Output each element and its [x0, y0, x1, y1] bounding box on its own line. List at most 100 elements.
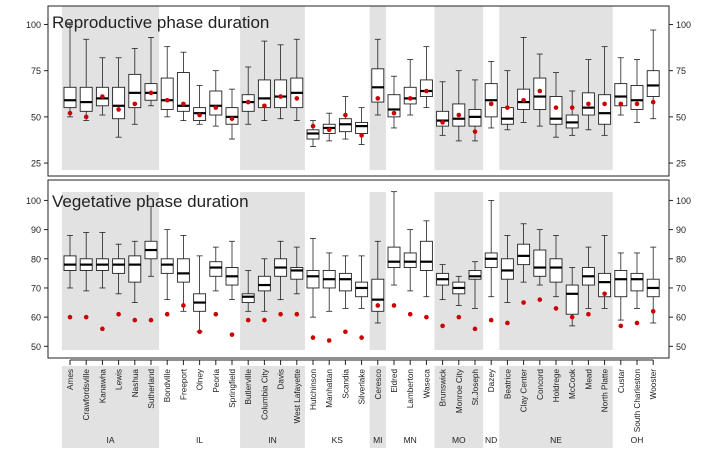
iqr-box [387, 246, 401, 268]
iqr-box [436, 110, 450, 127]
box-mead [581, 246, 595, 309]
site-label: North Platte [601, 369, 610, 413]
site-label: Dazey [487, 368, 496, 392]
observed-point [602, 291, 607, 297]
panel-title: Reproductive phase duration [52, 13, 269, 32]
site-label: St.Joseph [471, 369, 480, 406]
observed-point [650, 309, 656, 314]
box-west-lafayette [290, 38, 304, 121]
observed-point [310, 123, 316, 129]
observed-point [116, 107, 121, 112]
box-scandia [338, 255, 352, 309]
iqr-box [176, 258, 190, 283]
y-axis-ticks: 25 25 50 50 75 75 100 100 [26, 20, 691, 169]
site-label: Wooster [649, 369, 658, 400]
state-shading [61, 192, 613, 350]
observed-point [440, 323, 445, 329]
iqr-box [598, 272, 612, 298]
state-labels: IA IL IN KS MI MN MO ND NE OH [106, 435, 643, 445]
observed-point [359, 335, 364, 340]
y-tick-label-left: 50 [31, 112, 41, 122]
iqr-box [355, 121, 369, 134]
observed-point [488, 101, 494, 107]
box-lewis [112, 243, 126, 295]
observed-point [148, 90, 154, 96]
observed-point [618, 323, 624, 329]
observed-point [375, 303, 381, 308]
state-label: IL [196, 435, 203, 445]
box-columbia-city [257, 258, 271, 312]
observed-point [197, 112, 202, 118]
observed-point [294, 96, 300, 101]
site-label: Concord [536, 369, 545, 400]
y-tick-label-left: 25 [31, 159, 41, 169]
state-label: ND [485, 435, 497, 445]
site-label: Manhattan [325, 369, 334, 408]
iqr-box [517, 243, 531, 266]
iqr-box [209, 261, 223, 277]
box-wooster [646, 246, 660, 324]
observed-point [407, 311, 413, 317]
site-label: Clay Center [520, 369, 529, 413]
box-ames [63, 235, 77, 289]
observed-point [197, 329, 202, 335]
y-tick-label-right: 60 [676, 313, 686, 323]
observed-point [456, 112, 462, 118]
box-beatrice [500, 70, 514, 131]
y-tick-label-left: 80 [31, 254, 41, 264]
site-label: McCook [568, 368, 577, 399]
iqr-box [403, 252, 417, 268]
observed-point [100, 326, 105, 332]
y-axis-ticks: 50 50 60 60 70 70 80 80 90 90 100 100 [26, 196, 691, 352]
observed-point [391, 303, 397, 308]
site-label: Silverlake [358, 369, 367, 405]
observed-point [148, 317, 154, 323]
observed-point [83, 114, 89, 120]
observed-point [472, 129, 478, 134]
observed-point [602, 101, 607, 107]
state-band-mi [369, 366, 386, 448]
observed-point [132, 317, 138, 323]
box-bondville [160, 229, 174, 301]
y-tick-label-left: 75 [31, 66, 41, 76]
box-waseca [419, 220, 433, 298]
box-freeport [176, 235, 190, 312]
box-columbia-city [257, 40, 271, 121]
observed-point [553, 306, 559, 311]
box-custar [614, 252, 628, 321]
site-labels: Ames Crawfordsville Kanawha Lewis Nashua Suth… [66, 368, 658, 432]
y-tick-label-left: 60 [31, 313, 41, 323]
observed-point [472, 326, 478, 332]
iqr-box [274, 79, 288, 109]
box-wooster [646, 29, 660, 120]
observed-point [521, 97, 526, 103]
iqr-box [128, 73, 142, 109]
observed-point [100, 94, 105, 99]
box-scandia [338, 96, 352, 140]
box-series [63, 24, 660, 147]
state-label: MN [404, 435, 417, 445]
site-label: Ames [66, 369, 75, 390]
site-label: Beatrice [503, 369, 512, 399]
observed-point [586, 101, 591, 107]
observed-point [229, 116, 235, 122]
box-lamberton [403, 59, 417, 116]
box-clay-center [517, 37, 531, 123]
plot-frame [47, 5, 670, 177]
observed-point [181, 101, 186, 107]
site-label: Ceresco [374, 369, 383, 400]
iqr-box [112, 86, 126, 120]
box-north-platte [598, 46, 612, 136]
site-label: West Lafayette [293, 369, 302, 424]
box-silverlake [355, 255, 369, 309]
observed-point [132, 101, 138, 107]
box-waseca [419, 46, 433, 109]
iqr-box [371, 278, 385, 312]
site-label: Eldred [390, 369, 399, 393]
box-crawfordsville [79, 232, 93, 292]
observed-point [278, 94, 283, 99]
state-band-in [240, 366, 305, 448]
observed-point [262, 103, 267, 109]
observed-point [164, 97, 170, 103]
observed-point [67, 314, 73, 320]
